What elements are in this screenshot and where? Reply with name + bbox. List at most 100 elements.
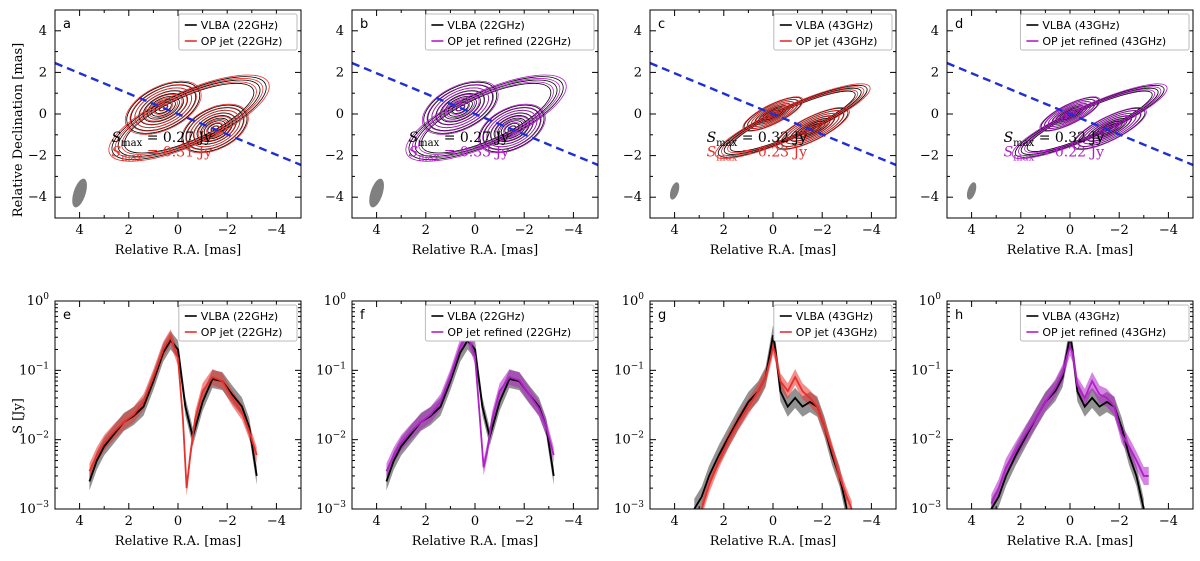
y-tick-label: 0 [931,107,939,122]
y-tick-label: 2 [634,65,642,80]
y-tick-label: 10−1 [316,361,346,378]
plot-area [55,61,301,208]
legend-box [424,304,595,342]
contour-level [486,109,538,148]
y-tick-label: −2 [325,149,344,164]
legend-box [1019,304,1190,342]
contour-envelope [108,74,270,162]
y-tick-label: 2 [931,65,939,80]
uncertainty-band [991,337,1149,509]
y-tick-label: 4 [39,24,47,39]
contour-envelope [1026,90,1153,152]
legend-label: OP jet refined (22GHz) [447,35,571,48]
contour-envelope [405,74,567,162]
legend-label: VLBA (22GHz) [447,310,524,323]
y-tick-label: −4 [28,190,47,205]
y-tick-label: 10−3 [19,500,49,517]
contour-level [1048,101,1092,127]
contour-envelope [717,84,868,158]
contour-level [139,90,188,125]
y-axis-label-declination: Relative Declination [mas] [11,43,26,217]
legend-label: OP jet (43GHz) [796,326,878,339]
contour-level [498,119,525,139]
contour-envelope [1024,89,1156,154]
series-line [990,343,1149,504]
x-tick-label: 2 [125,223,133,238]
contour-level [206,122,224,136]
panel-h: 4 2 0 −2 −4 10−3 10−2 10−1 100 VLBA (43GHz) OP jet… [911,292,1194,549]
contour-envelope [111,76,267,161]
contour-level [146,95,180,120]
uncertainty-band [701,338,852,509]
y-tick-label: −4 [920,190,939,205]
y-tick-label: 10−1 [911,361,941,378]
x-axis-label: Relative R.A. [mas] [115,243,241,258]
contour-level [431,87,490,129]
y-tick-label: 10−1 [614,361,644,378]
y-tick-label: 10−2 [911,431,941,448]
smax-model: Smax = 0.33 Jy [409,145,510,164]
x-tick-label: −2 [218,223,237,238]
series-line [385,333,555,472]
x-tick-label: 2 [125,514,133,529]
y-tick-label: 10−2 [19,431,49,448]
panel-letter: h [955,308,963,323]
x-tick-label: −4 [862,223,881,238]
jet-axis-dashed-line [55,61,301,167]
panel-letter: f [360,308,365,323]
legend-label: VLBA (22GHz) [201,310,278,323]
x-tick-label: 4 [75,223,83,238]
x-axis-label: Relative R.A. [mas] [412,243,538,258]
jet-axis-dashed-line [650,61,896,167]
x-axis-label: Relative R.A. [mas] [710,534,836,549]
x-axis-label: Relative R.A. [mas] [115,534,241,549]
y-tick-label: 10−3 [614,500,644,517]
jet-axis-dashed-line [352,61,598,167]
plot-area [650,61,896,200]
y-tick-label: −4 [623,190,642,205]
contour-envelope [723,87,862,155]
x-tick-label: −4 [267,223,286,238]
y-tick-label: 10−3 [316,500,346,517]
y-tick-label: 10−2 [316,431,346,448]
y-tick-label: 4 [336,24,344,39]
panel-f: 4 2 0 −2 −4 10−3 10−2 10−1 100 VLBA (22GHz) OP jet… [316,292,599,549]
contour-level [201,119,228,139]
contour-envelope [418,81,554,155]
legend-box [424,13,595,51]
contour-level [185,106,245,151]
y-tick-label: 0 [39,107,47,122]
legend-label: OP jet refined (22GHz) [447,326,571,339]
contour-envelope [411,78,561,159]
x-tick-label: 2 [422,223,430,238]
y-tick-label: 100 [324,292,347,309]
contour-envelope [121,81,257,155]
plot-area [385,327,555,491]
contour-envelope [721,86,865,157]
contour-level [1087,116,1131,142]
legend-label: VLBA (22GHz) [201,19,278,32]
x-tick-label: −2 [813,223,832,238]
legend-label: VLBA (43GHz) [1042,310,1119,323]
x-tick-label: 2 [1017,514,1025,529]
x-tick-label: 4 [967,223,975,238]
y-tick-label: 0 [634,107,642,122]
contour-envelope [420,82,552,154]
contour-level [158,104,169,112]
contour-level [776,107,849,150]
x-tick-label: 4 [670,223,678,238]
beam-ellipse [966,182,977,200]
beam-ellipse [369,178,384,208]
y-tick-label: 4 [634,24,642,39]
uncertainty-band [89,329,257,497]
y-tick-label: 10−2 [614,431,644,448]
panel-e: 4 2 0 −2 −4 10−3 10−2 10−1 100 VLBA (22GHz) OP jet… [19,292,302,549]
contour-level [1071,107,1147,151]
smax-vlba: Smax = 0.32 Jy [707,130,808,149]
contour-level [1073,107,1146,150]
x-tick-label: −4 [1159,223,1178,238]
x-axis-label: Relative R.A. [mas] [1007,243,1133,258]
contour-envelope [1020,87,1159,155]
y-tick-label: 2 [39,65,47,80]
